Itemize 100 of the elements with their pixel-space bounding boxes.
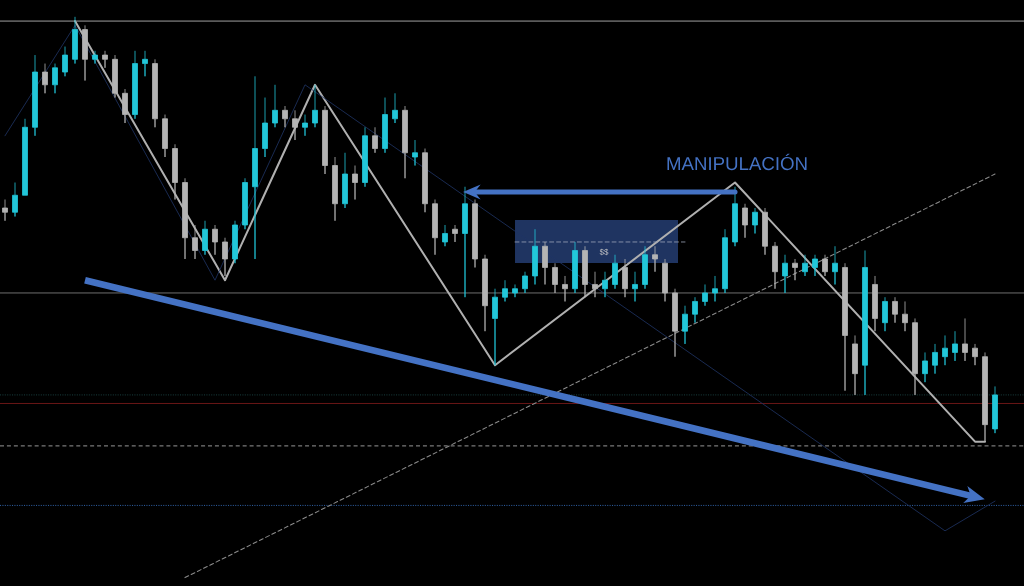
candlestick [962,318,968,362]
candlestick [352,165,358,200]
candlestick [792,258,798,281]
candlestick [702,284,708,307]
candlestick [632,271,638,302]
candlestick [122,88,128,124]
candlestick [682,305,688,345]
candlestick [842,262,848,392]
candlestick [112,54,118,98]
candlestick [622,258,628,298]
candlestick [72,16,78,64]
candlestick [912,318,918,396]
candlestick [732,186,738,247]
candlestick [552,262,558,294]
candlestick [502,279,508,302]
candlestick [192,224,198,260]
candlestick [182,177,188,260]
candlestick [582,245,588,298]
candlestick [472,199,478,268]
candlestick [282,105,288,128]
candlestick [762,207,768,256]
candlestick [22,118,28,196]
candlestick [62,46,68,77]
candlestick [972,343,978,366]
candlestick [602,271,608,298]
candlestick [232,220,238,264]
candlestick [342,152,348,209]
candlestick [852,335,858,396]
candlestick [712,275,718,302]
candlestick [262,97,268,158]
candlestick [442,224,448,247]
candlestick [562,275,568,302]
candlestick [152,58,158,128]
candlestick [672,288,678,358]
candlestick [862,250,868,396]
candlestick [82,24,88,81]
candlestick [902,301,908,332]
candlestick [42,63,48,94]
candlestick [102,50,108,69]
candlestick [382,97,388,154]
candlestick [512,284,518,298]
candlestick [412,139,418,166]
candlestick [992,386,998,434]
candlestick [952,330,958,362]
candlestick [772,241,778,290]
candlestick [932,343,938,375]
candlestick [142,50,148,77]
candlestick [802,254,808,277]
candlestick [822,254,828,277]
candlestick [642,245,648,290]
candlestick [452,224,458,243]
candlestick [882,296,888,332]
candlestick [312,84,318,128]
candlestick [52,63,58,94]
candlestick [242,177,248,230]
candlestick [172,143,178,200]
candlestick [462,186,468,298]
candlestick [832,245,838,285]
candlestick [492,288,498,366]
candlestick [252,75,258,260]
candlestick [652,245,658,273]
annotation: MANIPULACIÓN [667,153,807,171]
candlestick [522,271,528,294]
candlestick [572,241,578,294]
candlestick [892,296,898,324]
candlestick [392,92,398,124]
candlestick [742,203,748,239]
annotation: $$ [599,248,609,256]
candlestick [92,50,98,64]
candlestick [542,241,548,285]
candlestick [422,148,428,213]
candlestick [782,254,788,294]
candlestick [332,156,338,222]
candlestick [362,126,368,188]
candlestick [12,182,18,217]
candlestick [482,254,488,332]
candlestick [662,258,668,302]
candlestick [872,275,878,332]
candlestick [612,254,618,290]
candlestick [922,352,928,383]
candlestick [372,126,378,154]
candlestick [292,109,298,141]
candlestick [32,54,38,137]
candlestick [202,220,208,256]
candlestick [322,105,328,175]
candlestick [752,207,758,234]
candlestick [722,228,728,294]
candlestick [692,296,698,324]
candlestick [402,105,408,179]
candlestick [132,50,138,120]
candlestick [942,335,948,366]
candlestick [432,199,438,256]
candlestick [162,114,168,158]
candlestick [302,114,308,137]
candlestick [222,237,228,277]
candlestick [2,199,8,222]
candlestick [532,228,538,285]
candlestick [272,84,278,128]
candlestick [592,271,598,298]
candlestick [812,254,818,277]
